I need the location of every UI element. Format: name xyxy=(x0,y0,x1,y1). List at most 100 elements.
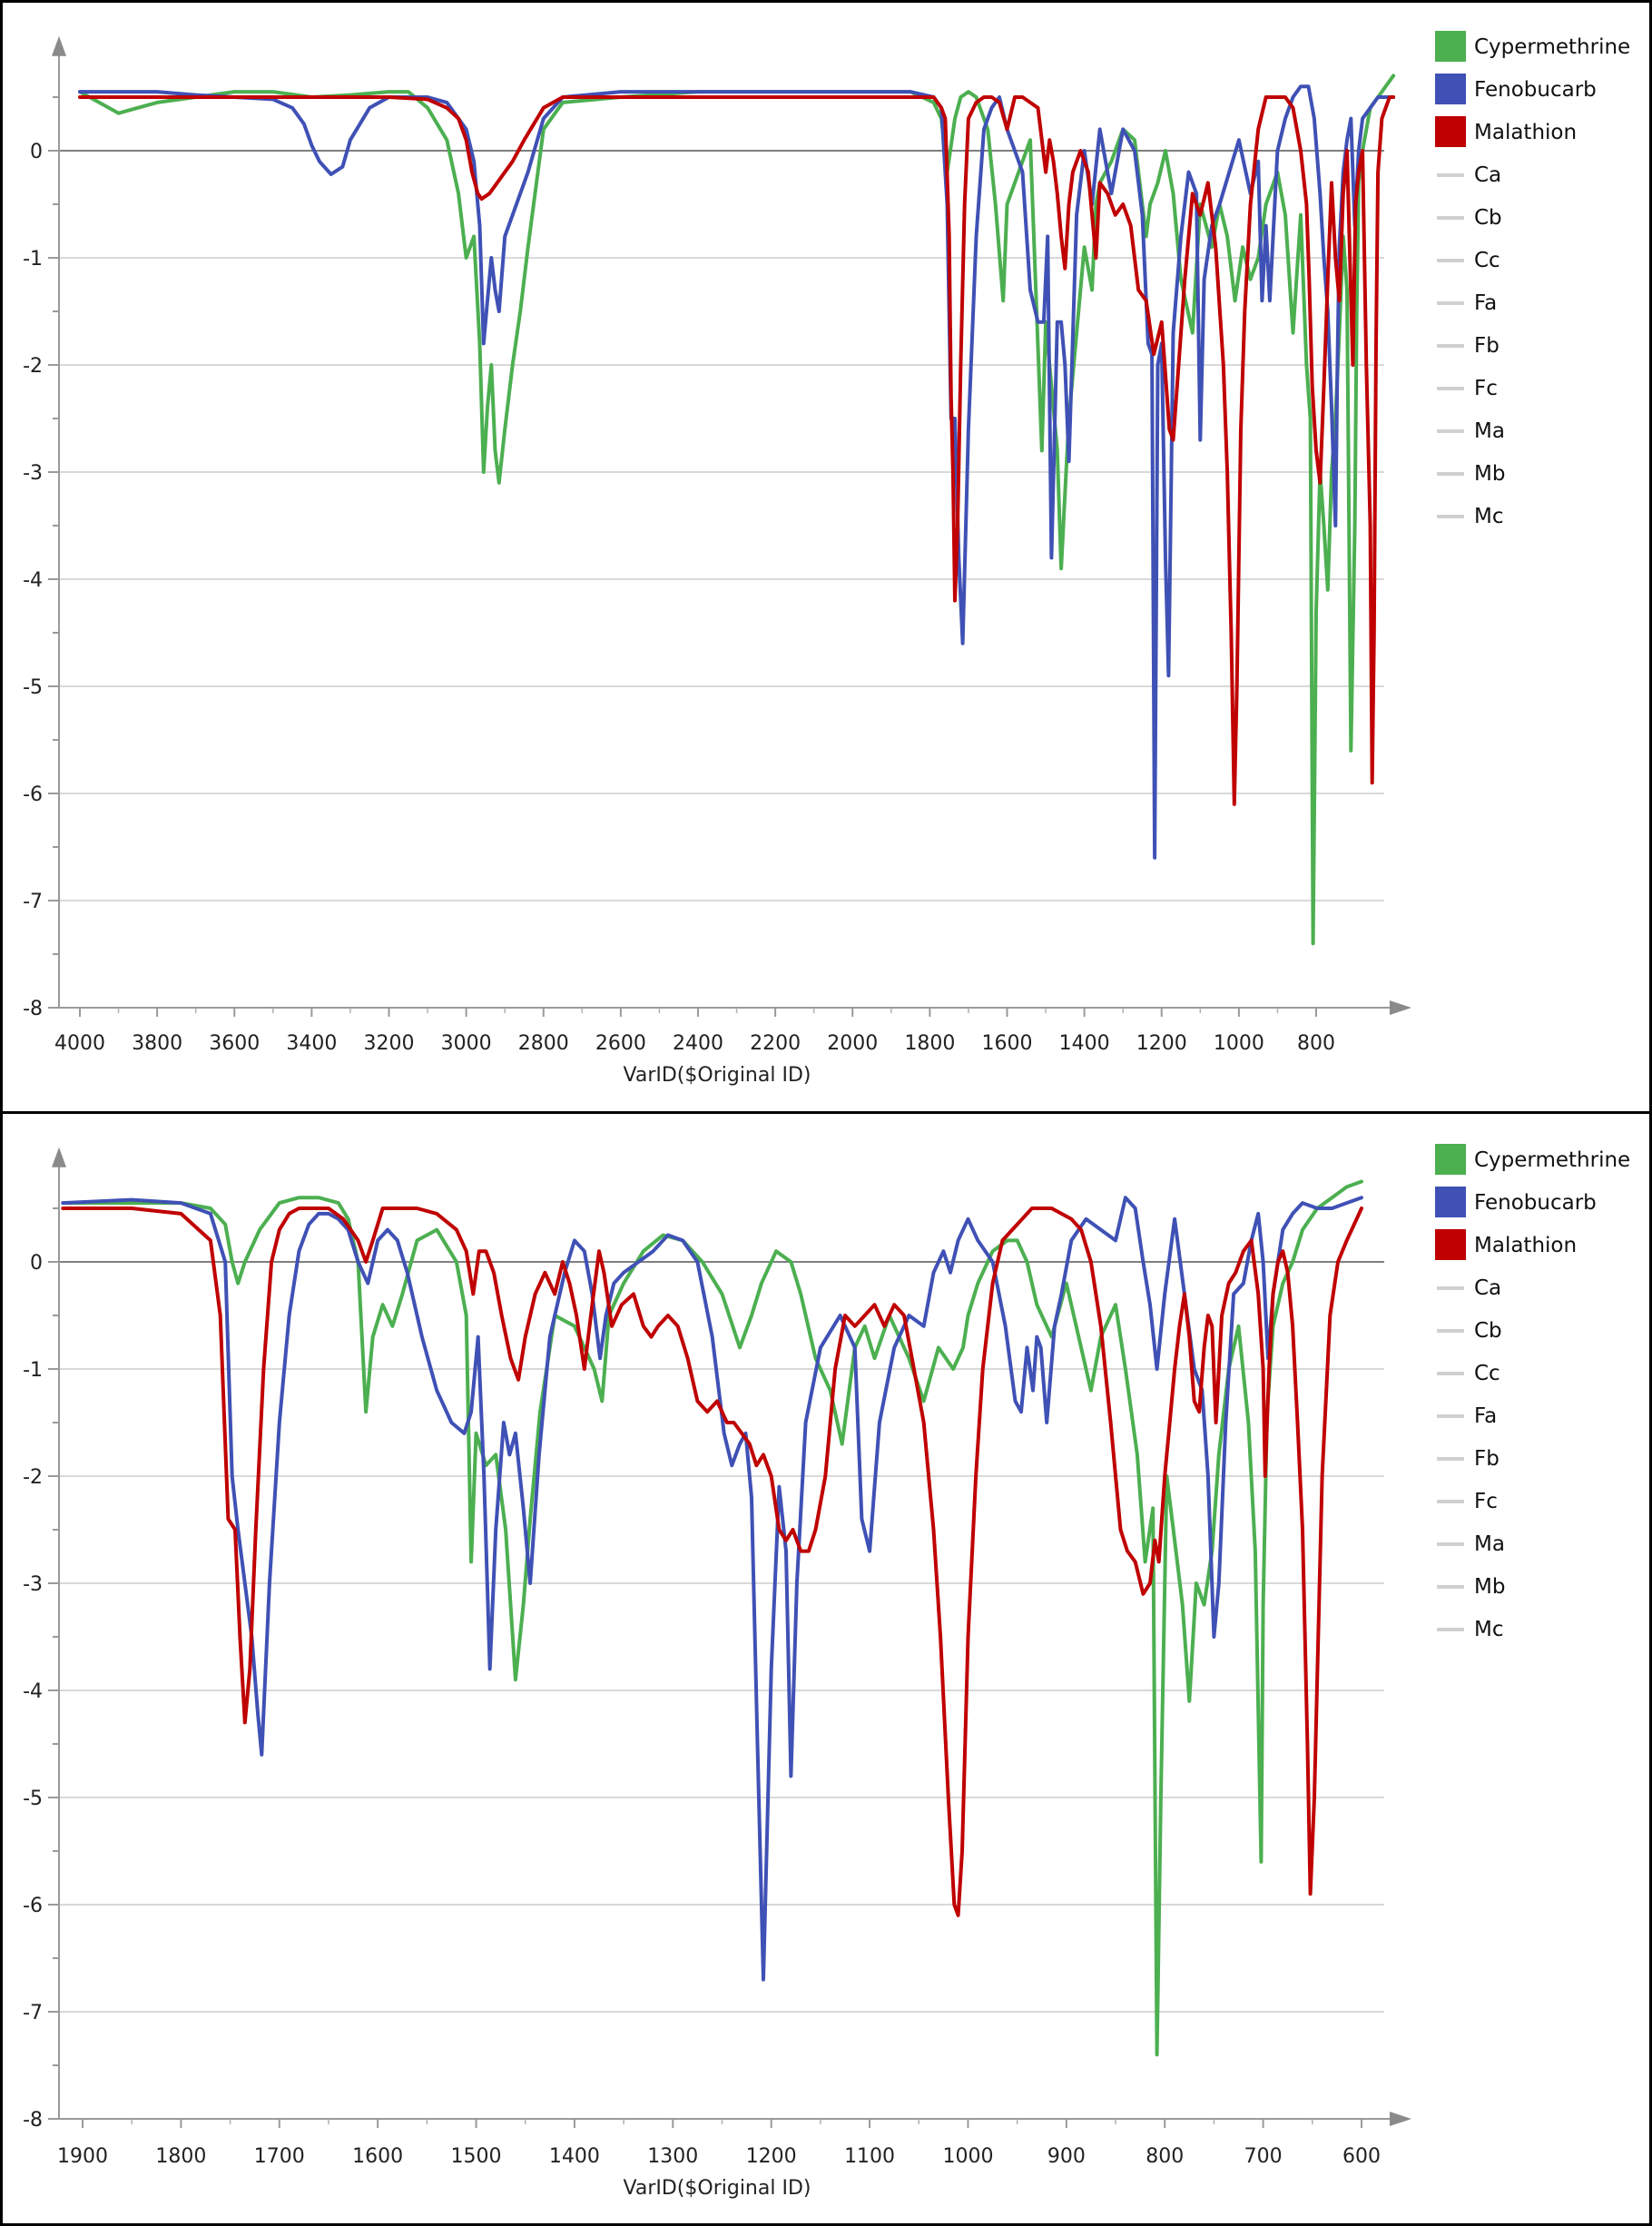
legend-label: Fa xyxy=(1474,1404,1497,1428)
y-tick-label: -3 xyxy=(23,1573,43,1596)
x-tick-label: 1600 xyxy=(352,2145,403,2168)
series-line-fenobucarb xyxy=(61,1196,1363,1982)
legend-label: Fb xyxy=(1474,334,1500,358)
y-tick-label: -2 xyxy=(23,355,43,378)
legend-label: Ca xyxy=(1474,163,1501,187)
y-tick-label: -7 xyxy=(23,2002,43,2024)
legend-swatch xyxy=(1435,1229,1466,1260)
series-line-malathion xyxy=(78,95,1396,806)
legend-label: Ma xyxy=(1474,419,1505,443)
y-tick-label: -4 xyxy=(23,569,43,592)
legend-item-ma[interactable]: Ma xyxy=(1437,1532,1505,1556)
x-tick-label: 1200 xyxy=(1136,1032,1187,1055)
x-tick-label: 2000 xyxy=(827,1032,878,1055)
gridlines xyxy=(59,257,1384,901)
legend[interactable]: Cypermethrine Fenobucarb Malathion Ca Cb Cc Fa… xyxy=(1435,1144,1630,1641)
y-tick-label: -6 xyxy=(23,783,43,806)
x-tick-label: 3000 xyxy=(441,1032,492,1055)
legend-item-fc[interactable]: Fc xyxy=(1437,377,1498,400)
legend-item-cypermethrine[interactable]: Cypermethrine xyxy=(1435,31,1630,62)
legend-item-cc[interactable]: Cc xyxy=(1437,1362,1500,1385)
x-tick-label: 1100 xyxy=(844,2145,895,2168)
x-tick-label: 1800 xyxy=(904,1032,955,1055)
x-tick-label: 1000 xyxy=(1214,1032,1264,1055)
legend-label: Cypermethrine xyxy=(1474,1148,1630,1172)
legend-item-fb[interactable]: Fb xyxy=(1437,334,1500,358)
legend-label: Mb xyxy=(1474,1575,1505,1599)
legend-item-ca[interactable]: Ca xyxy=(1437,163,1501,187)
legend-item-fc[interactable]: Fc xyxy=(1437,1490,1498,1513)
legend-item-fa[interactable]: Fa xyxy=(1437,1404,1497,1428)
legend-item-malathion[interactable]: Malathion xyxy=(1435,1229,1577,1260)
x-tick-label: 900 xyxy=(1047,2145,1086,2168)
legend-item-cypermethrine[interactable]: Cypermethrine xyxy=(1435,1144,1630,1175)
x-axis-title: VarID($Original ID) xyxy=(624,1064,811,1087)
legend-label: Cc xyxy=(1474,1362,1500,1385)
legend-label: Malathion xyxy=(1474,1234,1577,1257)
x-tick-label: 3600 xyxy=(209,1032,260,1055)
y-tick-label: -8 xyxy=(23,2109,43,2132)
spectrum-chart-fingerprint-range: 0 -1 -2 -3 -4 -5 -6 -7 -8 1900 1800 1700 1600 1500 140… xyxy=(23,1144,1630,2200)
x-tick-label: 1400 xyxy=(549,2145,600,2168)
x-axis-title: VarID($Original ID) xyxy=(624,2177,811,2200)
x-tick-label: 1800 xyxy=(155,2145,206,2168)
y-tick-label: 0 xyxy=(30,141,43,163)
legend-label: Ca xyxy=(1474,1276,1501,1300)
legend-item-mc[interactable]: Mc xyxy=(1437,505,1504,528)
x-axis-arrow-icon xyxy=(1390,2112,1411,2126)
legend-item-fb[interactable]: Fb xyxy=(1437,1447,1500,1471)
x-axis: 4000 3800 3600 3400 3200 3000 2800 2600 2400 2200… xyxy=(54,1000,1411,1087)
legend-swatch xyxy=(1435,1144,1466,1175)
series-line-fenobucarb xyxy=(78,84,1396,860)
legend-label: Malathion xyxy=(1474,121,1577,144)
series-line-cypermethrine xyxy=(61,1179,1363,2057)
x-tick-label: 4000 xyxy=(54,1032,105,1055)
legend-item-mc[interactable]: Mc xyxy=(1437,1618,1504,1641)
series-lines xyxy=(61,1179,1363,2057)
legend-label: Fc xyxy=(1474,1490,1498,1513)
legend-item-fa[interactable]: Fa xyxy=(1437,291,1497,315)
y-axis-arrow-icon xyxy=(52,35,66,56)
x-tick-label: 2600 xyxy=(595,1032,646,1055)
x-tick-label: 600 xyxy=(1342,2145,1381,2168)
legend-item-mb[interactable]: Mb xyxy=(1437,462,1505,486)
legend-label: Mb xyxy=(1474,462,1505,486)
y-axis: 0 -1 -2 -3 -4 -5 -6 -7 -8 xyxy=(23,1147,66,2132)
y-tick-label: -1 xyxy=(23,1359,43,1382)
x-axis-arrow-icon xyxy=(1390,1000,1411,1015)
legend-item-cc[interactable]: Cc xyxy=(1437,249,1500,272)
x-tick-label: 1700 xyxy=(254,2145,305,2168)
y-axis: 0 -1 -2 -3 -4 -5 -6 -7 -8 xyxy=(23,35,66,1020)
legend-item-cb[interactable]: Cb xyxy=(1437,206,1502,230)
legend-label: Cc xyxy=(1474,249,1500,272)
x-tick-label: 800 xyxy=(1297,1032,1335,1055)
y-tick-label: -5 xyxy=(23,1788,43,1810)
series-lines xyxy=(78,74,1396,946)
y-axis-arrow-icon xyxy=(52,1147,66,1167)
legend-label: Mc xyxy=(1474,505,1504,528)
legend-item-malathion[interactable]: Malathion xyxy=(1435,116,1577,147)
y-tick-label: -4 xyxy=(23,1680,43,1703)
legend-item-ma[interactable]: Ma xyxy=(1437,419,1505,443)
x-tick-label: 1500 xyxy=(451,2145,502,2168)
x-tick-label: 2800 xyxy=(518,1032,569,1055)
legend-item-cb[interactable]: Cb xyxy=(1437,1319,1502,1343)
legend-item-mb[interactable]: Mb xyxy=(1437,1575,1505,1599)
y-tick-label: -2 xyxy=(23,1466,43,1489)
x-tick-label: 1600 xyxy=(982,1032,1033,1055)
legend-item-fenobucarb[interactable]: Fenobucarb xyxy=(1435,74,1597,104)
legend-item-ca[interactable]: Ca xyxy=(1437,1276,1501,1300)
legend-label: Ma xyxy=(1474,1532,1505,1556)
legend-swatch xyxy=(1435,74,1466,104)
legend-item-fenobucarb[interactable]: Fenobucarb xyxy=(1435,1187,1597,1217)
y-tick-label: -8 xyxy=(23,998,43,1020)
x-tick-label: 800 xyxy=(1146,2145,1184,2168)
legend-label: Cb xyxy=(1474,206,1502,230)
x-tick-label: 2400 xyxy=(673,1032,723,1055)
series-line-malathion xyxy=(61,1207,1363,1917)
y-tick-label: -5 xyxy=(23,676,43,699)
legend[interactable]: Cypermethrine Fenobucarb Malathion Ca Cb Cc Fa… xyxy=(1435,31,1630,528)
chart-panel-top: 0 -1 -2 -3 -4 -5 -6 -7 -8 4000 3800 3600 3400 3200 300… xyxy=(0,0,1652,1114)
y-tick-label: 0 xyxy=(30,1252,43,1275)
x-tick-label: 1900 xyxy=(57,2145,108,2168)
